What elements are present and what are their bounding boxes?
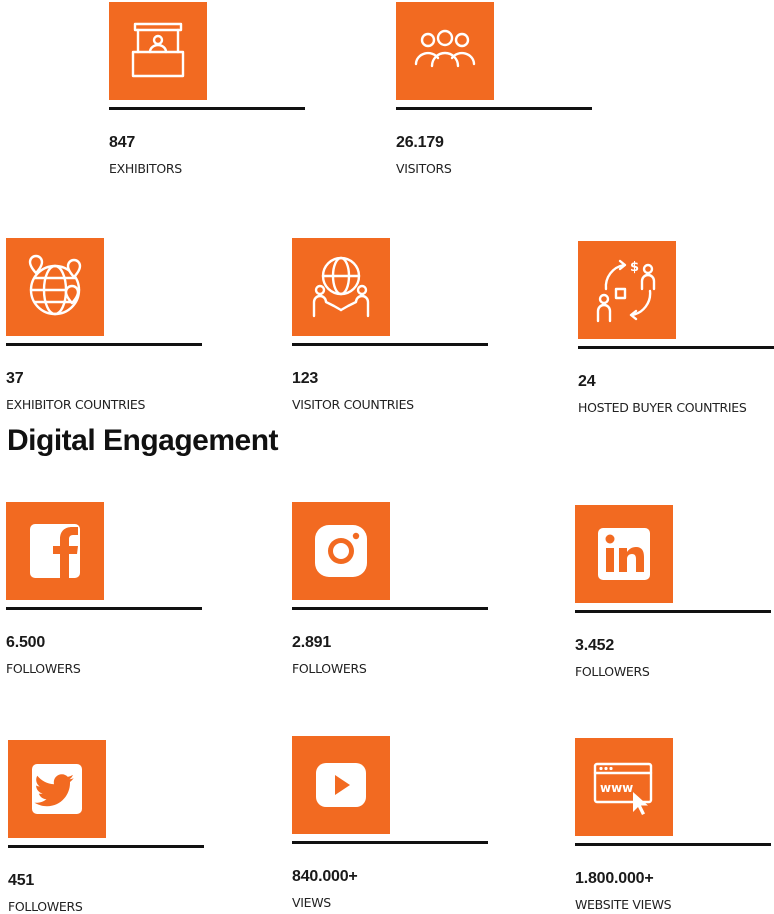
youtube-icon [292,736,390,834]
buyer-exchange-icon: $ [578,241,676,339]
stat-value: 2.891 [292,634,332,651]
svg-text:www: www [600,781,633,795]
stat-value: 1.800.000+ [575,870,654,887]
divider-line [292,343,488,346]
stat-visitor-countries: 123 VISITOR COUNTRIES [292,238,492,412]
stat-label: FOLLOWERS [6,661,81,676]
divider-line [8,845,204,848]
linkedin-icon [575,505,673,603]
stat-visitors: 26.179 VISITORS [396,2,596,176]
stat-value: 24 [578,373,596,390]
divider-line [575,610,771,613]
stat-facebook: 6.500 FOLLOWERS [6,502,206,676]
facebook-icon [6,502,104,600]
stat-label: EXHIBITOR COUNTRIES [6,397,146,412]
stat-label: FOLLOWERS [575,664,650,679]
divider-line [6,343,202,346]
stat-value: 26.179 [396,134,444,151]
stat-label: FOLLOWERS [8,899,83,914]
divider-line [578,346,774,349]
stat-value: 3.452 [575,637,615,654]
stat-value: 847 [109,134,136,151]
stat-value: 123 [292,370,319,387]
stat-linkedin: 3.452 FOLLOWERS [575,505,774,679]
exhibitor-booth-icon [109,2,207,100]
stat-value: 37 [6,370,24,387]
stat-youtube: 840.000+ VIEWS [292,736,492,910]
globe-handshake-icon [292,238,390,336]
divider-line [292,841,488,844]
instagram-icon [292,502,390,600]
stat-label: VISITOR COUNTRIES [292,397,414,412]
stat-label: WEBSITE VIEWS [575,897,672,912]
divider-line [396,107,592,110]
stat-value: 451 [8,872,35,889]
divider-line [292,607,488,610]
stat-label: FOLLOWERS [292,661,367,676]
stat-value: 6.500 [6,634,46,651]
divider-line [6,607,202,610]
twitter-icon [8,740,106,838]
svg-text:$: $ [630,260,639,275]
people-group-icon [396,2,494,100]
stat-exhibitor-countries: 37 EXHIBITOR COUNTRIES [6,238,206,412]
stat-value: 840.000+ [292,868,358,885]
stat-twitter: 451 FOLLOWERS [8,740,208,914]
stat-label: VISITORS [396,161,452,176]
stat-hosted-buyer-countries: $ 24 HOSTED BUYER COUNTRIES [578,241,774,415]
divider-line [109,107,305,110]
stat-exhibitors: 847 EXHIBITORS [109,2,309,176]
stat-instagram: 2.891 FOLLOWERS [292,502,492,676]
stat-label: EXHIBITORS [109,161,182,176]
stat-label: VIEWS [292,895,331,910]
website-browser-icon: www [575,738,673,836]
stat-website: www 1.800.000+ WEBSITE VIEWS [575,738,774,912]
divider-line [575,843,771,846]
globe-pins-icon [6,238,104,336]
stat-label: HOSTED BUYER COUNTRIES [578,400,747,415]
section-title: Digital Engagement [7,424,279,457]
